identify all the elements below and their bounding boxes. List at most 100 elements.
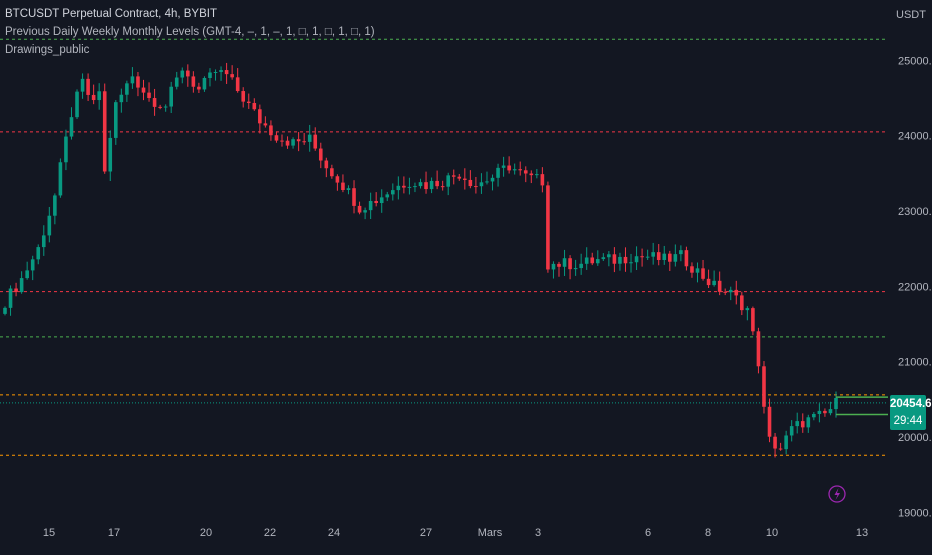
candle (136, 72, 140, 97)
candle (14, 282, 18, 297)
candle (557, 261, 561, 277)
candle (97, 83, 101, 110)
candle (335, 174, 340, 191)
candle (540, 167, 545, 193)
candle (280, 134, 284, 147)
candle (346, 185, 351, 195)
candle (623, 247, 628, 272)
candle (114, 100, 118, 145)
candle (169, 81, 173, 114)
candle (391, 183, 395, 201)
candle (163, 104, 168, 112)
candle-countdown: 29:44 (890, 413, 926, 430)
candle (695, 262, 700, 283)
candle (529, 170, 534, 184)
candle (80, 73, 85, 99)
candle (246, 93, 251, 109)
candle (535, 168, 539, 179)
candle (463, 168, 467, 190)
candle (723, 288, 727, 296)
candle (601, 253, 606, 261)
candle (180, 67, 185, 84)
candle (584, 247, 589, 270)
candle (629, 253, 633, 273)
currency-label[interactable]: USDT (896, 9, 926, 21)
candle (485, 171, 489, 185)
x-tick-label: 20 (200, 527, 212, 539)
candle (501, 156, 506, 177)
candle (385, 191, 390, 202)
candle (36, 244, 41, 265)
candle (684, 246, 689, 271)
drawings-label[interactable]: Drawings_public (5, 44, 90, 56)
candle (507, 156, 511, 174)
candle (53, 193, 57, 225)
candle (817, 403, 822, 423)
candle (446, 172, 450, 196)
candle (341, 174, 345, 193)
x-tick-label: 22 (264, 527, 276, 539)
indicator-label[interactable]: Previous Daily Weekly Monthly Levels (GM… (5, 26, 375, 38)
candle (274, 131, 279, 143)
candle (451, 169, 456, 185)
x-tick-label: 17 (108, 527, 120, 539)
candle (357, 201, 362, 215)
candle (440, 180, 445, 191)
chart-legend: BTCUSDT Perpetual Contract, 4h, BYBIT Pr… (5, 5, 375, 59)
candle (579, 253, 583, 275)
candle (197, 82, 201, 94)
candle (745, 306, 750, 321)
candle (640, 248, 644, 267)
candle (418, 178, 423, 189)
y-tick-label: 23000.0 (898, 206, 932, 218)
candle (69, 107, 74, 140)
candle (30, 255, 35, 281)
candle (263, 116, 268, 128)
candle (618, 252, 622, 271)
candle (773, 432, 777, 458)
candle (25, 261, 29, 280)
candle (468, 170, 473, 189)
symbol-title[interactable]: BTCUSDT Perpetual Contract, 4h, BYBIT (5, 8, 217, 20)
candle (258, 104, 262, 134)
candle (701, 259, 705, 281)
candle (834, 391, 838, 418)
x-tick-label: 8 (705, 527, 711, 539)
candle (756, 327, 761, 374)
candle (668, 250, 672, 272)
lightning-icon[interactable] (828, 485, 846, 503)
candle (202, 76, 207, 92)
candle (679, 245, 683, 262)
candle (330, 164, 334, 179)
y-tick-label: 20000.0 (898, 432, 932, 444)
candle (352, 180, 356, 214)
x-tick-label: 27 (420, 527, 432, 539)
candle (235, 68, 240, 93)
candle (546, 181, 550, 273)
candle (740, 291, 744, 316)
candle (429, 177, 434, 194)
candle (368, 192, 373, 220)
candle (307, 124, 312, 152)
candle (313, 127, 318, 151)
candle (285, 136, 290, 149)
candle (152, 88, 157, 116)
candle (479, 173, 484, 194)
candle (91, 84, 96, 105)
x-tick-label: 6 (645, 527, 651, 539)
candle (474, 176, 478, 194)
x-tick-label: 15 (43, 527, 55, 539)
candle (407, 177, 412, 195)
candle (651, 242, 655, 265)
candle (119, 88, 124, 113)
candle (656, 244, 661, 266)
candle (108, 130, 113, 182)
candle (363, 207, 367, 220)
candle (734, 280, 739, 305)
candle (125, 80, 129, 102)
candle (607, 251, 611, 267)
candle (224, 62, 229, 84)
candle (324, 157, 329, 178)
